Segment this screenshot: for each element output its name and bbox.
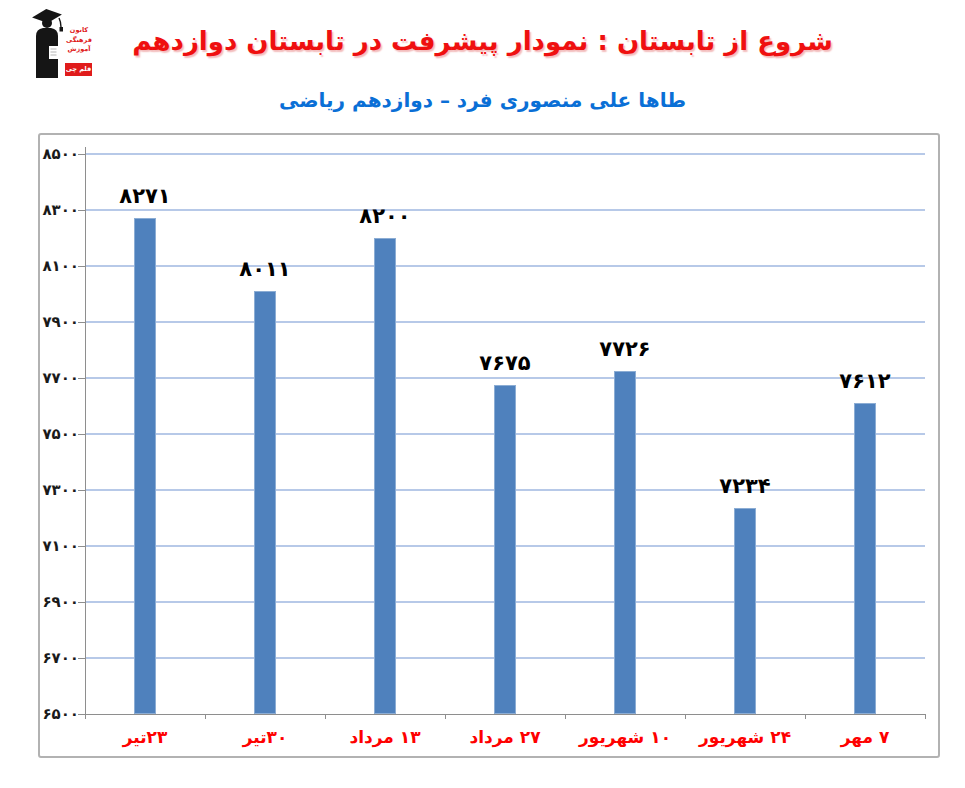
- y-axis-tick: [78, 210, 85, 211]
- y-axis-tick: [78, 490, 85, 491]
- bar-value-label: ۷۶۱۲: [795, 369, 935, 393]
- gridline: [86, 153, 925, 154]
- y-axis-tick: [78, 154, 85, 155]
- y-tick-label: ۸۵۰۰: [25, 145, 79, 163]
- y-axis-tick: [78, 266, 85, 267]
- page-subtitle: طاها علی منصوری فرد – دوازدهم ریاضی: [0, 88, 965, 112]
- y-axis-tick: [78, 322, 85, 323]
- x-category-label: ۲۳تیر: [80, 727, 210, 747]
- x-category-label: ۳۰تیر: [200, 727, 330, 747]
- x-axis-tick: [805, 714, 806, 719]
- bar: [134, 218, 156, 714]
- y-tick-label: ۶۷۰۰: [25, 649, 79, 667]
- y-tick-label: ۷۹۰۰: [25, 313, 79, 331]
- y-axis-tick: [78, 658, 85, 659]
- y-tick-label: ۶۹۰۰: [25, 593, 79, 611]
- page-title: شروع از تابستان : نمودار پیشرفت در تابست…: [105, 26, 860, 56]
- bar: [614, 371, 636, 714]
- y-tick-label: ۶۵۰۰: [25, 705, 79, 723]
- y-tick-label: ۷۷۰۰: [25, 369, 79, 387]
- x-axis-tick: [685, 714, 686, 719]
- bar: [254, 291, 276, 714]
- y-tick-label: ۷۱۰۰: [25, 537, 79, 555]
- x-axis-tick: [325, 714, 326, 719]
- logo-text-line: فرهنگی: [66, 36, 92, 46]
- bar: [494, 385, 516, 714]
- graduate-figure-icon: [28, 6, 66, 80]
- y-tick-label: ۸۳۰۰: [25, 201, 79, 219]
- bar-value-label: ۸۰۱۱: [195, 257, 335, 281]
- y-axis-tick: [78, 546, 85, 547]
- bar-value-label: ۷۲۳۴: [675, 474, 815, 498]
- logo-badge: قلم چی: [65, 63, 92, 76]
- bar-value-label: ۸۲۷۱: [75, 184, 215, 208]
- x-category-label: ۲۴ شهریور: [680, 727, 810, 747]
- y-tick-label: ۷۵۰۰: [25, 425, 79, 443]
- y-axis-line: [85, 147, 86, 719]
- x-category-label: ۷ مهر: [800, 727, 930, 747]
- bar-value-label: ۸۲۰۰: [315, 204, 455, 228]
- y-tick-label: ۸۱۰۰: [25, 257, 79, 275]
- x-axis-tick: [925, 714, 926, 719]
- y-axis-tick: [78, 602, 85, 603]
- y-axis-tick: [78, 434, 85, 435]
- x-category-label: ۲۷ مرداد: [440, 727, 570, 747]
- x-axis-tick: [205, 714, 206, 719]
- gridline: [86, 321, 925, 322]
- x-axis-tick: [445, 714, 446, 719]
- x-axis-tick: [85, 714, 86, 719]
- bar-value-label: ۷۶۷۵: [435, 351, 575, 375]
- logo-text-line: آموزش: [66, 45, 92, 55]
- x-category-label: ۱۳ مرداد: [320, 727, 450, 747]
- x-axis-tick: [565, 714, 566, 719]
- bar-value-label: ۷۷۲۶: [555, 337, 695, 361]
- y-axis-tick: [78, 714, 85, 715]
- kanoon-logo: کانون فرهنگی آموزش قلم چی: [28, 6, 92, 80]
- bar: [374, 238, 396, 714]
- logo-text-line: کانون: [66, 26, 92, 36]
- x-category-label: ۱۰ شهریور: [560, 727, 690, 747]
- bar-chart: ۶۵۰۰۶۷۰۰۶۹۰۰۷۱۰۰۷۳۰۰۷۵۰۰۷۷۰۰۷۹۰۰۸۱۰۰۸۳۰۰…: [38, 133, 940, 758]
- bar: [854, 403, 876, 714]
- gridline: [86, 209, 925, 210]
- bar: [734, 508, 756, 714]
- y-axis-tick: [78, 378, 85, 379]
- logo-side-text: کانون فرهنگی آموزش: [66, 26, 92, 55]
- y-tick-label: ۷۳۰۰: [25, 481, 79, 499]
